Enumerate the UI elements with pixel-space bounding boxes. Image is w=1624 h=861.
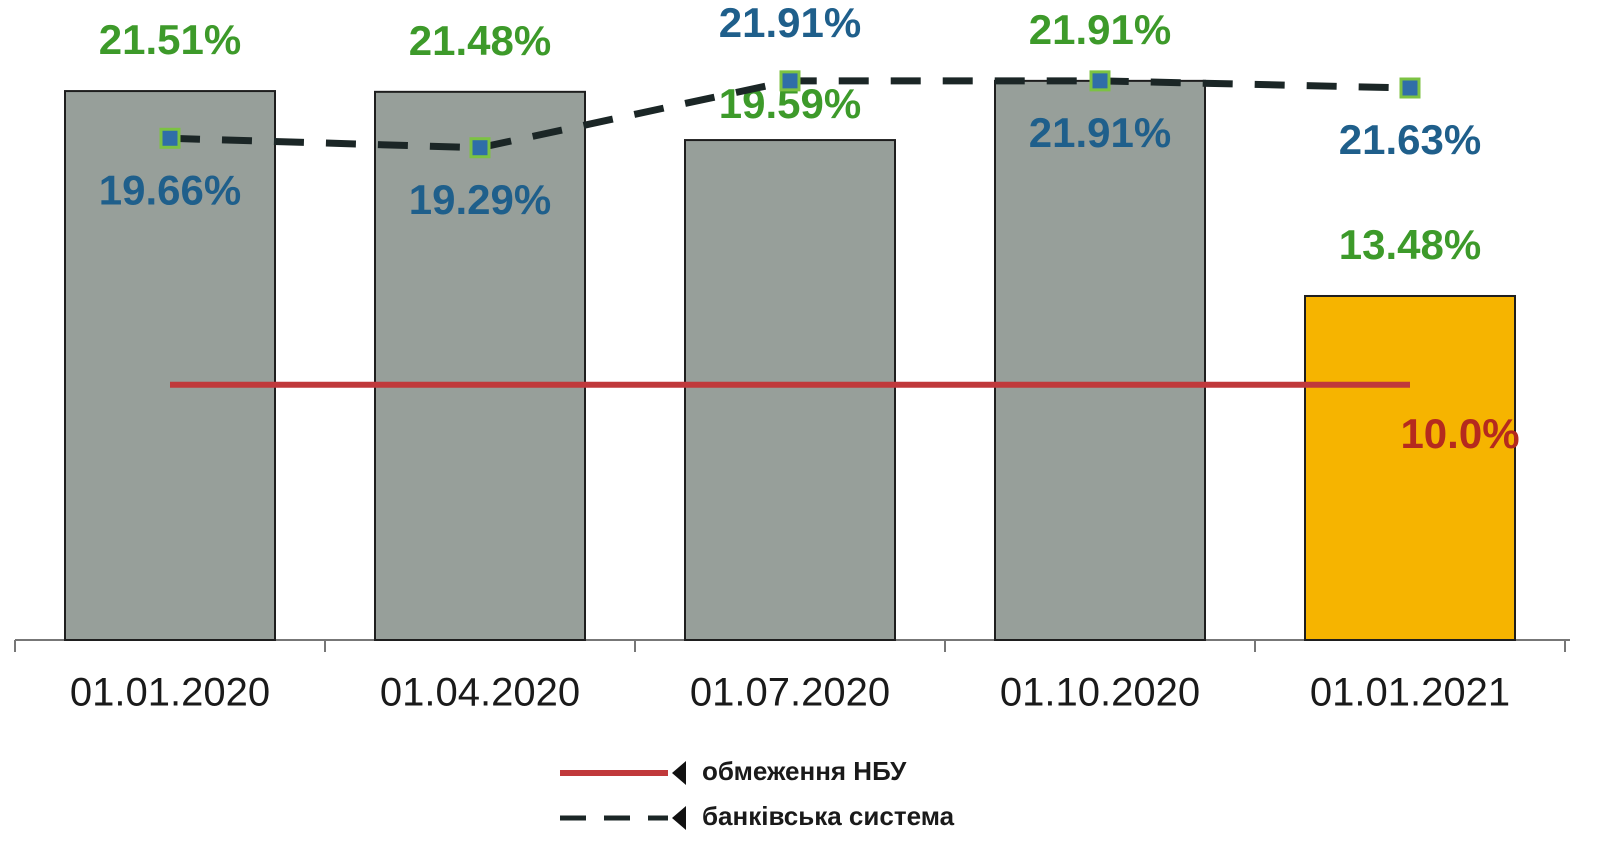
line-value-label: 19.66%	[99, 166, 241, 213]
legend-label: обмеження НБУ	[702, 756, 907, 786]
marker	[469, 137, 491, 159]
bar-value-label: 21.48%	[409, 17, 551, 64]
legend-label: банківська система	[702, 801, 955, 831]
line-value-label: 21.91%	[719, 0, 861, 46]
legend-marker	[672, 806, 686, 830]
line-value-label: 10.0%	[1400, 410, 1519, 457]
marker	[159, 127, 181, 149]
bar	[684, 139, 896, 641]
bar-value-label: 13.48%	[1339, 221, 1481, 268]
bar-value-label: 21.91%	[1029, 6, 1171, 53]
bar	[64, 90, 276, 641]
bar	[994, 79, 1206, 641]
marker	[1399, 77, 1421, 99]
line-value-label: 21.91%	[1029, 109, 1171, 156]
x-tick-label: 01.04.2020	[380, 671, 580, 715]
x-tick-label: 01.10.2020	[1000, 671, 1200, 715]
legend-marker	[672, 761, 686, 785]
line-value-label: 19.29%	[409, 176, 551, 223]
line-value-label: 21.63%	[1339, 116, 1481, 163]
marker	[1089, 70, 1111, 92]
marker	[779, 70, 801, 92]
bar	[374, 90, 586, 642]
x-tick-label: 01.01.2021	[1310, 671, 1510, 715]
x-tick-label: 01.01.2020	[70, 671, 270, 715]
bar-value-label: 21.51%	[99, 16, 241, 63]
bar	[1304, 294, 1516, 641]
x-tick-label: 01.07.2020	[690, 671, 890, 715]
